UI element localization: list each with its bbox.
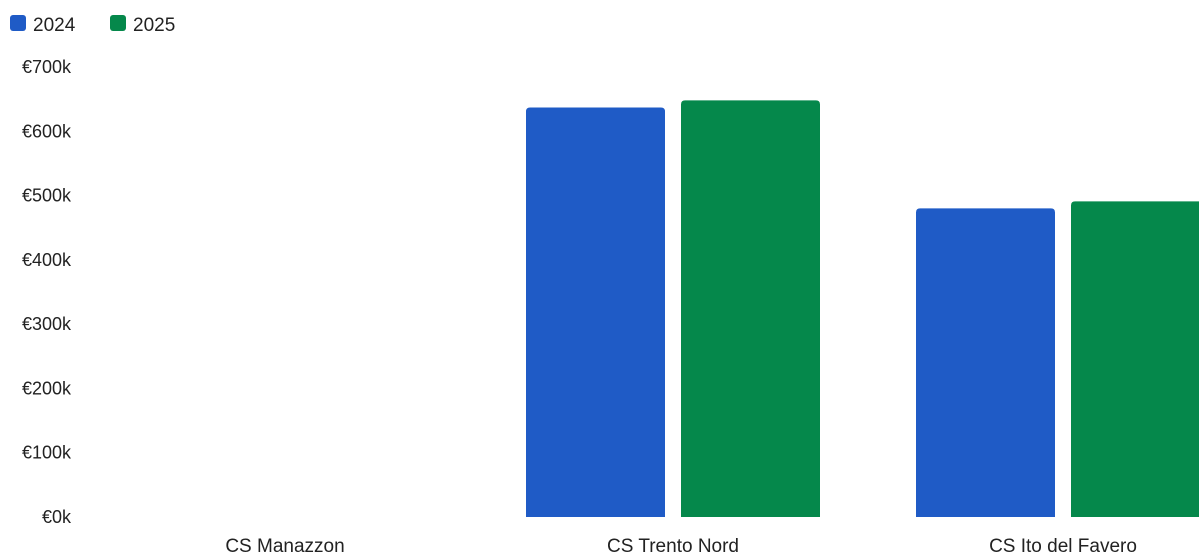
legend-swatch-2024 <box>10 15 26 31</box>
x-category-label: CS Manazzon <box>225 536 344 556</box>
bar-2025-cs-trento-nord <box>681 100 820 517</box>
legend: 2024 2025 <box>10 15 175 36</box>
bar-2025-cs-ito-del-favero <box>1071 201 1199 517</box>
legend-label-2025: 2025 <box>133 15 175 36</box>
x-category-label: CS Ito del Favero <box>989 536 1137 556</box>
y-tick-label: €300k <box>22 314 72 334</box>
y-tick-label: €200k <box>22 378 72 398</box>
legend-label-2024: 2024 <box>33 15 76 36</box>
y-tick-label: €100k <box>22 443 72 463</box>
y-tick-label: €500k <box>22 186 72 206</box>
legend-swatch-2025 <box>110 15 126 31</box>
bar-2024-cs-ito-del-favero <box>916 208 1055 517</box>
bar-2024-cs-trento-nord <box>526 107 665 517</box>
y-axis: €0k €100k €200k €300k €400k €500k €600k €700k <box>22 57 72 527</box>
x-axis: CS Manazzon CS Trento Nord CS Ito del Fave… <box>225 536 1137 556</box>
y-tick-label: €600k <box>22 121 72 141</box>
bars <box>526 100 1199 517</box>
x-category-label: CS Trento Nord <box>607 536 739 556</box>
y-tick-label: €400k <box>22 250 72 270</box>
y-tick-label: €0k <box>42 507 72 527</box>
y-tick-label: €700k <box>22 57 72 77</box>
